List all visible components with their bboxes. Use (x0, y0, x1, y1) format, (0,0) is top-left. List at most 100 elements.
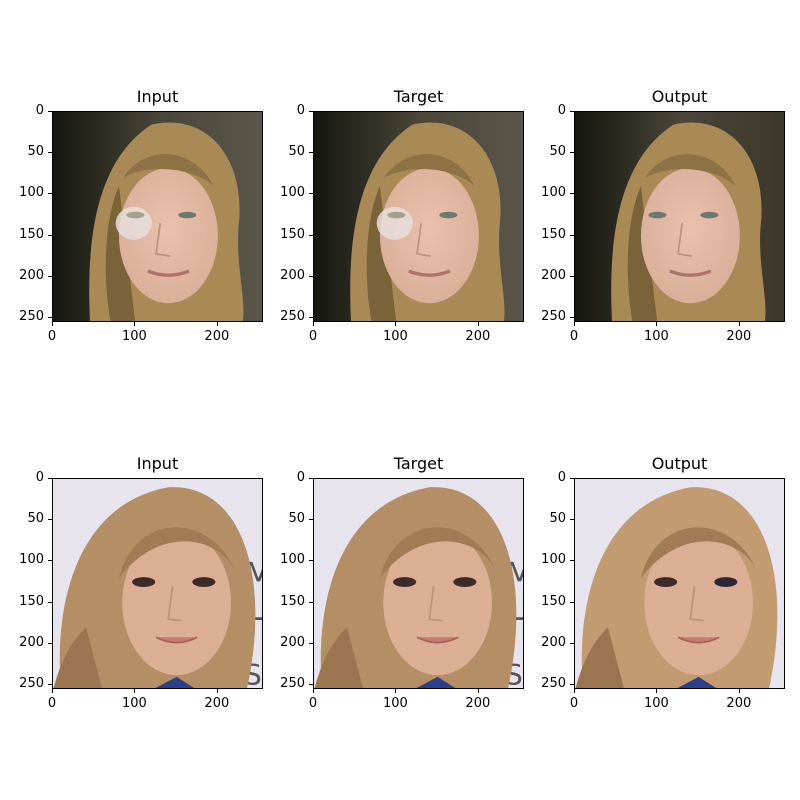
y-tick-label: 250 (280, 309, 305, 325)
y-tick-label: 250 (19, 309, 44, 325)
y-tick-label: 200 (280, 267, 305, 283)
x-tick-label: 200 (204, 329, 230, 344)
y-tick-label: 100 (280, 185, 305, 201)
panel-title: Target (393, 87, 444, 106)
y-tick-mark (48, 275, 52, 277)
x-tick-label: 0 (47, 329, 57, 344)
x-tick-label: 200 (726, 329, 752, 344)
panel-title: Input (136, 454, 179, 473)
y-tick-mark (570, 234, 574, 236)
y-tick-label: 150 (541, 226, 566, 242)
x-tick-mark (216, 689, 218, 693)
x-tick-mark (52, 322, 53, 326)
y-tick-label: 200 (19, 634, 44, 650)
y-tick-mark (48, 111, 52, 112)
face-image (574, 478, 785, 689)
x-tick-mark (52, 689, 53, 693)
face-image (574, 111, 785, 322)
y-tick-label: 150 (19, 593, 44, 609)
y-tick-label: 250 (280, 676, 305, 692)
x-tick-mark (477, 689, 479, 693)
y-tick-label: 200 (19, 267, 44, 283)
y-tick-mark (570, 519, 574, 521)
y-tick-mark (309, 234, 313, 236)
y-tick-label: 100 (280, 552, 305, 568)
y-tick-label: 100 (541, 185, 566, 201)
y-tick-mark (309, 478, 313, 479)
y-tick-mark (570, 111, 574, 112)
y-tick-label: 50 (288, 511, 305, 527)
x-tick-label: 100 (644, 329, 669, 344)
y-tick-label: 0 (35, 103, 44, 118)
y-tick-mark (309, 560, 313, 562)
x-tick-mark (574, 322, 575, 326)
x-tick-label: 0 (569, 329, 579, 344)
x-tick-mark (738, 689, 740, 693)
face-image (52, 111, 263, 322)
y-tick-mark (309, 317, 313, 319)
y-tick-label: 50 (288, 144, 305, 160)
y-tick-mark (48, 684, 52, 686)
y-tick-label: 50 (27, 511, 44, 527)
y-tick-label: 0 (296, 103, 305, 118)
x-tick-label: 200 (726, 696, 752, 711)
x-tick-label: 200 (465, 329, 491, 344)
x-tick-mark (313, 322, 314, 326)
x-tick-label: 0 (569, 696, 579, 711)
face-image: M H OS (52, 478, 263, 689)
x-tick-mark (313, 689, 314, 693)
x-tick-mark (477, 322, 479, 326)
x-tick-mark (738, 322, 740, 326)
y-tick-label: 50 (549, 144, 566, 160)
y-tick-label: 150 (19, 226, 44, 242)
x-tick-mark (134, 322, 136, 326)
y-tick-mark (570, 152, 574, 154)
y-tick-mark (570, 193, 574, 195)
y-tick-mark (570, 560, 574, 562)
x-tick-label: 200 (465, 696, 491, 711)
y-tick-label: 100 (541, 552, 566, 568)
y-tick-mark (48, 601, 52, 603)
panel-title: Output (651, 454, 708, 473)
y-tick-mark (309, 642, 313, 644)
y-tick-label: 100 (19, 185, 44, 201)
y-tick-mark (48, 317, 52, 319)
y-tick-mark (48, 193, 52, 195)
y-tick-label: 200 (280, 634, 305, 650)
y-tick-label: 150 (280, 593, 305, 609)
y-tick-label: 250 (19, 676, 44, 692)
x-tick-mark (216, 322, 218, 326)
x-tick-mark (656, 322, 658, 326)
x-tick-mark (395, 322, 397, 326)
y-tick-mark (48, 642, 52, 644)
y-tick-mark (309, 193, 313, 195)
y-tick-label: 200 (541, 267, 566, 283)
y-tick-mark (48, 478, 52, 479)
x-tick-label: 100 (383, 696, 408, 711)
y-tick-mark (570, 642, 574, 644)
y-tick-label: 150 (541, 593, 566, 609)
y-tick-mark (570, 275, 574, 277)
x-tick-mark (395, 689, 397, 693)
x-tick-label: 100 (122, 329, 147, 344)
y-tick-mark (48, 234, 52, 236)
x-tick-label: 100 (644, 696, 669, 711)
y-tick-label: 250 (541, 676, 566, 692)
panel-title: Input (136, 87, 179, 106)
y-tick-label: 50 (27, 144, 44, 160)
y-tick-label: 0 (296, 470, 305, 485)
x-tick-mark (574, 689, 575, 693)
x-tick-mark (134, 689, 136, 693)
x-tick-label: 100 (122, 696, 147, 711)
y-tick-label: 0 (557, 103, 566, 118)
y-tick-mark (570, 684, 574, 686)
face-image (313, 111, 524, 322)
y-tick-mark (48, 152, 52, 154)
y-tick-mark (309, 111, 313, 112)
panel-title: Output (651, 87, 708, 106)
y-tick-label: 150 (280, 226, 305, 242)
x-tick-mark (656, 689, 658, 693)
y-tick-mark (309, 601, 313, 603)
x-tick-label: 0 (308, 696, 318, 711)
y-tick-mark (309, 152, 313, 154)
